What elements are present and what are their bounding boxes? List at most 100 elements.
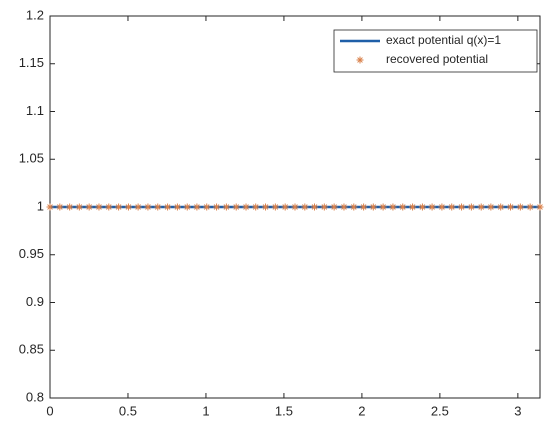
asterisk [389,203,397,211]
data-point [46,203,54,211]
asterisk [164,203,172,211]
y-tick-label: 0.95 [19,246,44,261]
data-point [536,203,544,211]
data-point [193,203,201,211]
data-point [507,203,515,211]
data-point [124,203,132,211]
y-tick-label: 1 [37,198,44,213]
asterisk [301,203,309,211]
asterisk [144,203,152,211]
asterisk [193,203,201,211]
data-point [350,203,358,211]
x-tick-label: 3 [514,403,521,418]
data-point [448,203,456,211]
y-tick-label: 1.1 [26,103,44,118]
data-point [95,203,103,211]
asterisk [497,203,505,211]
asterisk [448,203,456,211]
asterisk [409,203,417,211]
data-point [516,203,524,211]
asterisk [438,203,446,211]
asterisk [115,203,123,211]
data-point [301,203,309,211]
asterisk [75,203,83,211]
data-point [458,203,466,211]
data-point [467,203,475,211]
y-tick-label: 0.85 [19,342,44,357]
data-point [144,203,152,211]
y-tick-label: 1.05 [19,151,44,166]
asterisk [262,203,270,211]
data-point [291,203,299,211]
data-point [369,203,377,211]
x-tick-label: 0.5 [119,403,137,418]
data-point [497,203,505,211]
data-point [75,203,83,211]
asterisk [85,203,93,211]
y-tick-label: 0.8 [26,389,44,404]
data-point [340,203,348,211]
data-point [115,203,123,211]
data-point [183,203,191,211]
x-tick-label: 1 [202,403,209,418]
asterisk [467,203,475,211]
asterisk [183,203,191,211]
asterisk [105,203,113,211]
asterisk [213,203,221,211]
data-point [310,203,318,211]
asterisk [356,56,364,64]
data-point [487,203,495,211]
data-point [213,203,221,211]
data-point [164,203,172,211]
asterisk [66,203,74,211]
asterisk [281,203,289,211]
data-point [330,203,338,211]
asterisk [232,203,240,211]
asterisk [124,203,132,211]
data-point [399,203,407,211]
asterisk [526,203,534,211]
data-point [56,203,64,211]
data-point [242,203,250,211]
data-point [389,203,397,211]
asterisk [418,203,426,211]
data-point [526,203,534,211]
asterisk [291,203,299,211]
data-point [379,203,387,211]
asterisk [428,203,436,211]
x-tick-label: 1.5 [275,403,293,418]
data-point [203,203,211,211]
legend-box [333,29,538,73]
asterisk [350,203,358,211]
data-point [428,203,436,211]
asterisk [507,203,515,211]
asterisk [222,203,230,211]
asterisk [134,203,142,211]
asterisk [56,203,64,211]
asterisk [477,203,485,211]
asterisk [310,203,318,211]
data-point [409,203,417,211]
asterisk [154,203,162,211]
asterisk [271,203,279,211]
data-point [252,203,260,211]
asterisk [320,203,328,211]
data-point [105,203,113,211]
asterisk [252,203,260,211]
data-point [262,203,270,211]
asterisk [340,203,348,211]
asterisk [360,203,368,211]
y-tick-label: 0.9 [26,294,44,309]
asterisk [516,203,524,211]
asterisk [242,203,250,211]
data-point [320,203,328,211]
data-point [134,203,142,211]
x-tick-label: 0 [46,403,53,418]
data-point [85,203,93,211]
data-point [477,203,485,211]
data-point [154,203,162,211]
data-point [232,203,240,211]
asterisk [536,203,544,211]
asterisk [487,203,495,211]
